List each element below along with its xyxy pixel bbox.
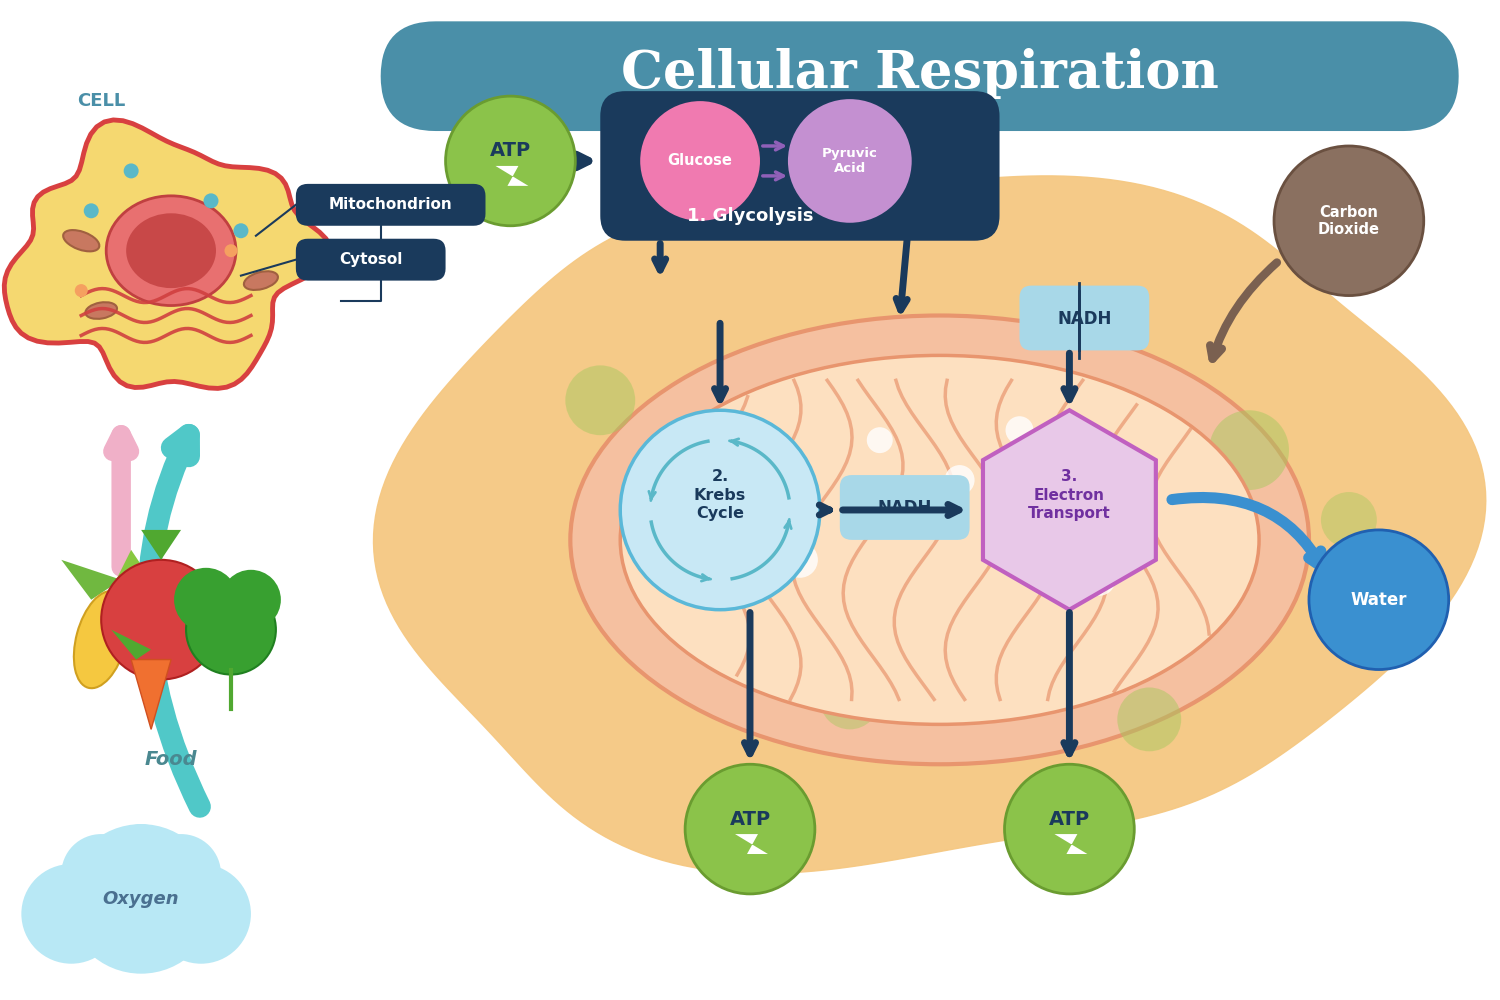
Ellipse shape (244, 271, 278, 290)
Circle shape (174, 568, 238, 632)
Ellipse shape (86, 302, 117, 319)
Circle shape (748, 468, 772, 492)
Text: Food: Food (146, 750, 198, 769)
Circle shape (1209, 410, 1288, 490)
Circle shape (186, 585, 276, 675)
Text: ATP: ATP (1048, 810, 1090, 829)
Circle shape (1005, 416, 1034, 444)
Circle shape (788, 99, 912, 223)
Ellipse shape (74, 591, 129, 688)
Circle shape (1274, 146, 1424, 296)
Polygon shape (111, 550, 152, 590)
Polygon shape (130, 660, 171, 729)
Polygon shape (495, 166, 528, 186)
Polygon shape (735, 834, 768, 854)
Circle shape (66, 824, 216, 974)
Ellipse shape (63, 230, 99, 251)
Text: Glucose: Glucose (668, 153, 732, 168)
Text: Water: Water (1350, 591, 1407, 609)
Polygon shape (982, 410, 1156, 610)
Text: 2.
Krebs
Cycle: 2. Krebs Cycle (694, 469, 746, 521)
Polygon shape (62, 560, 122, 600)
Circle shape (1118, 687, 1180, 751)
Circle shape (75, 284, 87, 297)
Circle shape (867, 427, 892, 453)
FancyBboxPatch shape (296, 184, 486, 226)
Circle shape (1310, 530, 1449, 670)
Text: ATP: ATP (490, 141, 531, 160)
Text: Cytosol: Cytosol (339, 252, 402, 267)
Text: NADH: NADH (1058, 310, 1112, 328)
Text: ATP: ATP (729, 810, 771, 829)
Ellipse shape (106, 196, 236, 306)
Circle shape (640, 101, 760, 221)
Circle shape (234, 223, 249, 238)
Circle shape (62, 834, 141, 914)
Circle shape (1005, 764, 1134, 894)
Text: Mitochondrion: Mitochondrion (328, 197, 453, 212)
Circle shape (1322, 492, 1377, 548)
Circle shape (620, 410, 821, 610)
Circle shape (141, 834, 220, 914)
Circle shape (686, 764, 814, 894)
Text: Pyruvic
Acid: Pyruvic Acid (822, 147, 878, 175)
Ellipse shape (126, 213, 216, 288)
Circle shape (782, 542, 818, 578)
Ellipse shape (570, 316, 1310, 764)
Circle shape (84, 203, 99, 218)
Circle shape (225, 244, 237, 257)
Circle shape (152, 864, 250, 964)
FancyBboxPatch shape (840, 475, 969, 540)
Polygon shape (141, 530, 182, 560)
Text: 3.
Electron
Transport: 3. Electron Transport (1028, 469, 1112, 521)
Text: Cellular Respiration: Cellular Respiration (621, 48, 1218, 99)
Circle shape (446, 96, 576, 226)
Circle shape (1083, 564, 1116, 596)
Polygon shape (1054, 834, 1088, 854)
FancyBboxPatch shape (1020, 286, 1149, 350)
Circle shape (106, 824, 176, 894)
FancyBboxPatch shape (381, 21, 1458, 131)
FancyBboxPatch shape (600, 91, 999, 241)
Text: Oxygen: Oxygen (104, 890, 180, 908)
Polygon shape (374, 176, 1486, 873)
Circle shape (566, 365, 634, 435)
Text: CELL: CELL (76, 92, 126, 110)
Circle shape (123, 163, 138, 178)
Circle shape (204, 193, 219, 208)
Circle shape (821, 670, 880, 729)
Polygon shape (4, 120, 330, 388)
Circle shape (21, 864, 122, 964)
Circle shape (100, 560, 220, 680)
Circle shape (220, 570, 280, 630)
Ellipse shape (620, 355, 1258, 724)
FancyBboxPatch shape (296, 239, 446, 281)
Text: Carbon
Dioxide: Carbon Dioxide (1318, 205, 1380, 237)
Text: 1. Glycolysis: 1. Glycolysis (687, 207, 813, 225)
Circle shape (945, 465, 975, 495)
Text: NADH: NADH (878, 499, 932, 517)
Polygon shape (111, 630, 152, 660)
